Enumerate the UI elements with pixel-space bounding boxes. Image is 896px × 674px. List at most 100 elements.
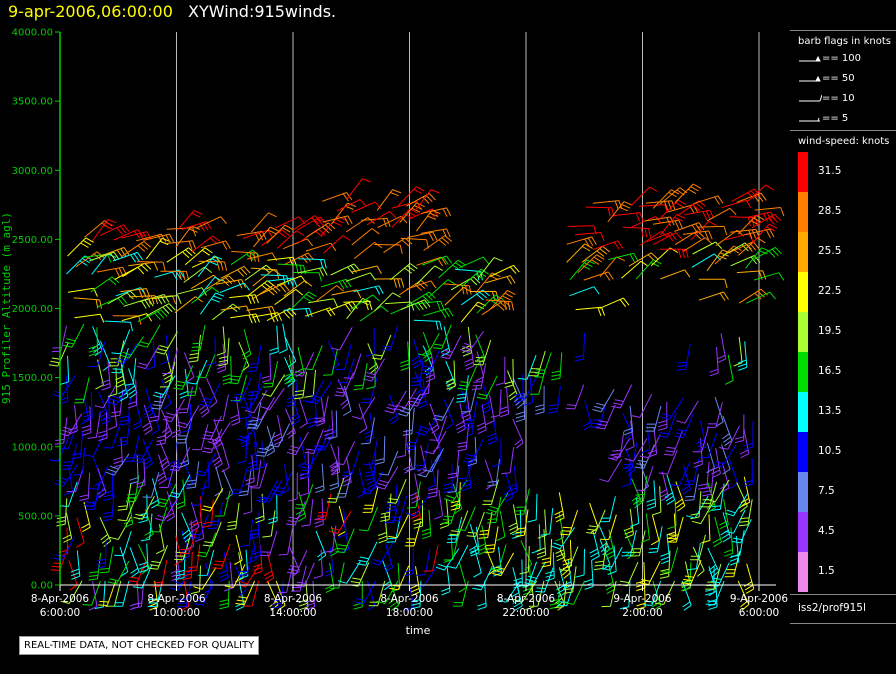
wind-barb [700, 481, 718, 508]
wind-barb [674, 413, 694, 439]
wind-barb [252, 545, 263, 575]
wind-barb [146, 303, 176, 317]
wind-barb [648, 526, 663, 554]
wind-barb [184, 247, 213, 266]
wind-barb [660, 397, 685, 420]
x-tick-label-time: 6:00:00 [739, 607, 779, 619]
wind-barb [753, 272, 785, 281]
wind-barb [389, 263, 418, 281]
x-tick-label-time: 2:00:00 [622, 607, 662, 619]
wind-barb [183, 266, 213, 283]
wind-barb [540, 507, 554, 536]
wind-barb [466, 511, 485, 537]
wind-barb [556, 567, 567, 598]
speed-bin-label: 31.5 [818, 165, 842, 177]
wind-barb [155, 331, 178, 355]
wind-barb [182, 551, 193, 581]
wind-barb [142, 404, 153, 435]
wind-barb [410, 358, 424, 387]
speed-color-swatch [798, 352, 808, 392]
wind-barb [607, 545, 617, 575]
wind-barb [377, 215, 408, 228]
wind-barb [684, 458, 700, 486]
wind-barb [545, 552, 555, 582]
wind-barb [176, 479, 186, 509]
y-tick-label: 0.00 [31, 581, 53, 592]
axes: 8-Apr-2006 6:00:00 8-Apr-2006 10:00:00 8-Apr… [12, 28, 789, 620]
wind-barb [531, 524, 541, 554]
wind-barb [650, 515, 660, 546]
wind-barb [114, 266, 145, 280]
wind-barb [515, 393, 526, 423]
wind-barb [261, 353, 272, 383]
wind-barb [692, 426, 710, 453]
x-tick-label-time: 14:00:00 [269, 607, 316, 619]
wind-barb [142, 387, 154, 419]
wind-barb [305, 580, 315, 611]
wind-barb [119, 546, 129, 578]
wind-barb [623, 445, 636, 476]
wind-barb [661, 546, 679, 573]
wind-barb [222, 469, 234, 500]
wind-barb [274, 288, 304, 306]
wind-barb [423, 235, 453, 251]
wind-barb [660, 534, 671, 565]
wind-barb [285, 408, 296, 439]
wind-barb [614, 212, 644, 222]
speed-bin-label: 7.5 [818, 485, 835, 497]
wind-barb [288, 472, 298, 502]
wind-barb [447, 544, 469, 569]
wind-barb [706, 249, 731, 272]
wind-barb [117, 496, 137, 522]
wind-barb [575, 306, 606, 317]
wind-barb [454, 268, 483, 281]
wind-barb [236, 418, 260, 442]
wind-barb [459, 256, 490, 269]
wind-barb [460, 301, 487, 323]
wind-barb [404, 424, 422, 451]
wind-barb [99, 516, 112, 547]
wind-barb [263, 552, 275, 584]
wind-barb [277, 263, 306, 275]
wind-barb [262, 510, 276, 538]
wind-barb [354, 580, 377, 605]
wind-barb [599, 459, 622, 483]
wind-barb [211, 418, 223, 449]
wind-barb [66, 255, 93, 275]
wind-barb [624, 508, 634, 539]
wind-barb [306, 222, 336, 238]
legend-separator [790, 594, 896, 595]
wind-barb [101, 395, 111, 425]
wind-barb [404, 547, 414, 577]
wind-barb [461, 326, 472, 357]
wind-barb [729, 241, 760, 253]
wind-barb [146, 295, 177, 305]
wind-barb [692, 241, 723, 255]
wind-barb [278, 528, 293, 556]
wind-barb [508, 504, 519, 535]
wind-barb [105, 453, 130, 476]
wind-barb [408, 383, 430, 407]
wind-barb [206, 377, 218, 408]
wind-barb [284, 252, 315, 265]
wind-barb [221, 442, 230, 473]
wind-barb [179, 528, 198, 554]
wind-barb [365, 327, 375, 357]
wind-barb [689, 534, 706, 561]
wind-barb [701, 514, 711, 544]
wind-barb [343, 300, 373, 311]
x-tick-label-date: 8-Apr-2006 [147, 593, 206, 605]
wind-barb [729, 535, 740, 566]
wind-barb [403, 443, 413, 474]
wind-barb [728, 458, 739, 489]
wind-barb [422, 448, 444, 473]
wind-barb [399, 279, 429, 296]
wind-barb [187, 359, 208, 385]
wind-barb [304, 369, 316, 398]
wind-barb [375, 278, 405, 288]
wind-barb [99, 247, 130, 258]
wind-barb [537, 509, 547, 539]
wind-barb [457, 453, 476, 480]
wind-barb [733, 336, 743, 367]
wind-barb [341, 456, 352, 487]
